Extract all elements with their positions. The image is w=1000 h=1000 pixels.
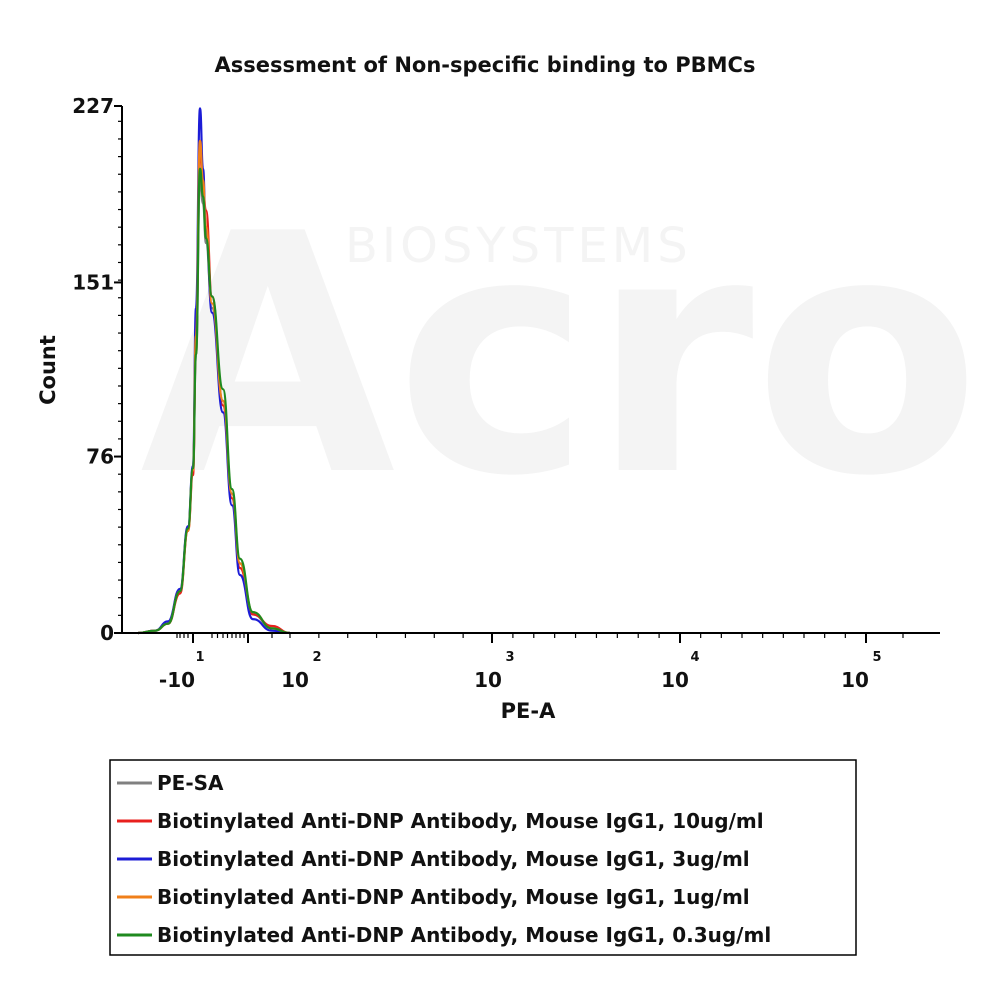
watermark-sub: BIOSYSTEMS: [345, 218, 692, 274]
legend-label-2: Biotinylated Anti-DNP Antibody, Mouse Ig…: [157, 847, 750, 871]
y-tick-label: 151: [72, 270, 114, 294]
legend-label-0: PE-SA: [157, 771, 224, 795]
chart-title: Assessment of Non-specific binding to PB…: [215, 53, 756, 77]
x-tick-exponent: 3: [505, 650, 514, 665]
legend-label-1: Biotinylated Anti-DNP Antibody, Mouse Ig…: [157, 809, 764, 833]
x-axis-label: PE-A: [501, 699, 556, 723]
x-tick-exponent: 2: [312, 650, 321, 665]
watermark-logo: BIOSYSTEMS Acro: [140, 164, 980, 548]
y-axis-label: Count: [36, 335, 60, 405]
y-tick-label: 227: [72, 94, 114, 118]
legend-label-4: Biotinylated Anti-DNP Antibody, Mouse Ig…: [157, 923, 771, 947]
x-tick-label: 10: [661, 668, 689, 692]
y-ticks-group: 0 76 151 227: [72, 94, 122, 645]
curves-group: [137, 107, 291, 635]
legend-label-3: Biotinylated Anti-DNP Antibody, Mouse Ig…: [157, 885, 750, 909]
series-line-4: [137, 167, 291, 635]
x-tick-label: 10: [474, 668, 502, 692]
x-tick-exponent: 4: [690, 650, 699, 665]
x-tick-label: 10: [281, 668, 309, 692]
x-tick-exponent: 1: [195, 650, 204, 665]
y-tick-label: 76: [86, 445, 114, 469]
x-tick-label: -10: [159, 668, 195, 692]
legend: PE-SA Biotinylated Anti-DNP Antibody, Mou…: [109, 759, 857, 956]
watermark-brand: Acro: [140, 164, 980, 548]
x-tick-label: 10: [841, 668, 869, 692]
legend-box: [109, 759, 857, 956]
y-tick-label: 0: [100, 621, 114, 645]
x-tick-exponent: 5: [872, 650, 881, 665]
